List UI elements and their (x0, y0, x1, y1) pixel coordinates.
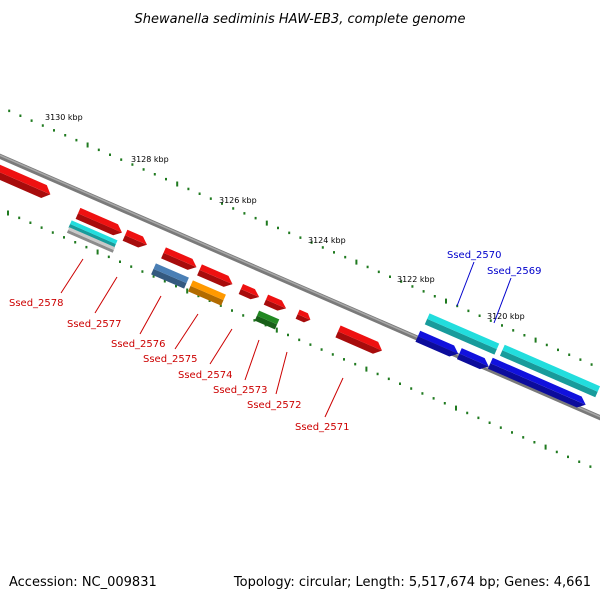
feature-face (417, 330, 459, 354)
feature-face (124, 229, 148, 245)
kbp-label: 3128 kbp (131, 155, 169, 164)
feature-shadow (238, 289, 260, 300)
gene-ssed-2571-a[interactable] (295, 309, 313, 325)
feature-face (265, 294, 287, 309)
gene-label-leaders (60, 258, 512, 418)
feature-face (77, 207, 123, 233)
gene-ssed-2577-a[interactable] (75, 207, 125, 238)
feature-face (0, 163, 51, 195)
kbp-label: 3126 kbp (219, 196, 257, 205)
leader-line (94, 276, 118, 314)
gene-ssed-2576[interactable] (122, 229, 150, 251)
kbp-scale-labels: 3130 kbp 3128 kbp 3126 kbp 3124 kbp 3122… (45, 113, 525, 321)
genome-backbone (0, 153, 600, 421)
feature-face (190, 280, 226, 301)
feature-shadow (424, 318, 497, 355)
feature-face (240, 283, 260, 297)
feature-shadow (499, 350, 598, 398)
feature-shadow (254, 315, 278, 330)
kbp-label: 3124 kbp (308, 236, 346, 245)
gene-ssed-2570-blue[interactable] (415, 330, 460, 360)
feature-shadow (456, 353, 489, 370)
leader-line (174, 313, 199, 350)
leader-line (324, 377, 344, 418)
gene-label-ssed-2576[interactable]: Ssed_2576 (111, 339, 166, 350)
feature-shadow (295, 314, 311, 323)
feature-face (502, 344, 600, 392)
feature-face (163, 247, 197, 268)
kbp-label: 3122 kbp (397, 275, 435, 284)
accession-text: Accession: NC_009831 (9, 575, 157, 590)
gene-ssed-2573[interactable] (238, 283, 262, 302)
gene-ssed-2569-blue-b[interactable] (487, 357, 588, 411)
feature-shadow (335, 331, 383, 354)
gene-ssed-2572-b[interactable] (254, 310, 280, 330)
gene-label-ssed-2573[interactable]: Ssed_2573 (213, 385, 268, 396)
gene-label-ssed-2571[interactable]: Ssed_2571 (295, 422, 350, 433)
feature-shadow (66, 230, 114, 253)
feature-shadow (487, 363, 586, 408)
leader-line (139, 295, 162, 335)
feature-face (337, 325, 383, 351)
feature-shadow (188, 285, 224, 306)
leader-line (209, 328, 233, 365)
feature-face (490, 357, 586, 405)
gene-ssed-2570-cyan[interactable] (424, 313, 500, 355)
leader-line (456, 261, 475, 307)
gene-labels: Ssed_2578 Ssed_2577 Ssed_2576 Ssed_2575 … (9, 250, 542, 433)
gene-ssed-2577-b[interactable] (68, 220, 118, 248)
gene-ssed-2578[interactable] (0, 163, 53, 201)
leader-line (244, 339, 260, 381)
kbp-label: 3120 kbp (487, 312, 525, 321)
feature-shadow (68, 224, 116, 248)
gene-features (0, 163, 600, 411)
feature-face (70, 220, 118, 244)
feature-shadow (415, 336, 459, 357)
feature-shadow (0, 169, 51, 198)
feature-face (199, 264, 233, 285)
feature-shadow (161, 252, 197, 270)
feature-shadow (263, 299, 287, 311)
map-title: Shewanella sediminis HAW-EB3, complete g… (135, 12, 466, 27)
feature-face (297, 309, 311, 320)
feature-shadow (75, 213, 123, 236)
gene-label-ssed-2569[interactable]: Ssed_2569 (487, 266, 542, 277)
gene-label-ssed-2578[interactable]: Ssed_2578 (9, 298, 64, 309)
feature-face (153, 263, 189, 284)
genome-summary-text: Topology: circular; Length: 5,517,674 bp… (233, 575, 591, 590)
gene-ssed-2574-a[interactable] (197, 264, 235, 289)
feature-shadow (122, 235, 148, 248)
feature-face (427, 313, 500, 350)
leader-line (275, 351, 288, 395)
gene-ssed-2574-b[interactable] (188, 280, 226, 306)
gene-ssed-2577-c[interactable] (66, 227, 116, 253)
feature-shadow (197, 269, 233, 287)
gene-ssed-2575-b[interactable] (151, 263, 189, 289)
gene-ssed-2572-a[interactable] (263, 294, 289, 314)
feature-shadow (151, 268, 187, 289)
leader-line (60, 258, 84, 294)
gene-label-ssed-2570[interactable]: Ssed_2570 (447, 250, 502, 261)
leader-line (493, 277, 512, 324)
gene-label-ssed-2574[interactable]: Ssed_2574 (178, 370, 233, 381)
gene-label-ssed-2575[interactable]: Ssed_2575 (143, 354, 198, 365)
feature-face (256, 310, 280, 325)
gene-ssed-2569-blue-a[interactable] (456, 348, 491, 372)
kbp-label: 3130 kbp (45, 113, 83, 122)
gene-ssed-2575-a[interactable] (161, 247, 199, 272)
feature-face (68, 227, 116, 250)
gene-label-ssed-2572[interactable]: Ssed_2572 (247, 400, 302, 411)
gene-label-ssed-2577[interactable]: Ssed_2577 (67, 319, 122, 330)
outer-tick-track (8, 109, 593, 366)
feature-face (459, 348, 489, 367)
gene-ssed-2569-cyan[interactable] (499, 344, 600, 398)
gene-ssed-2571-b[interactable] (335, 325, 384, 356)
